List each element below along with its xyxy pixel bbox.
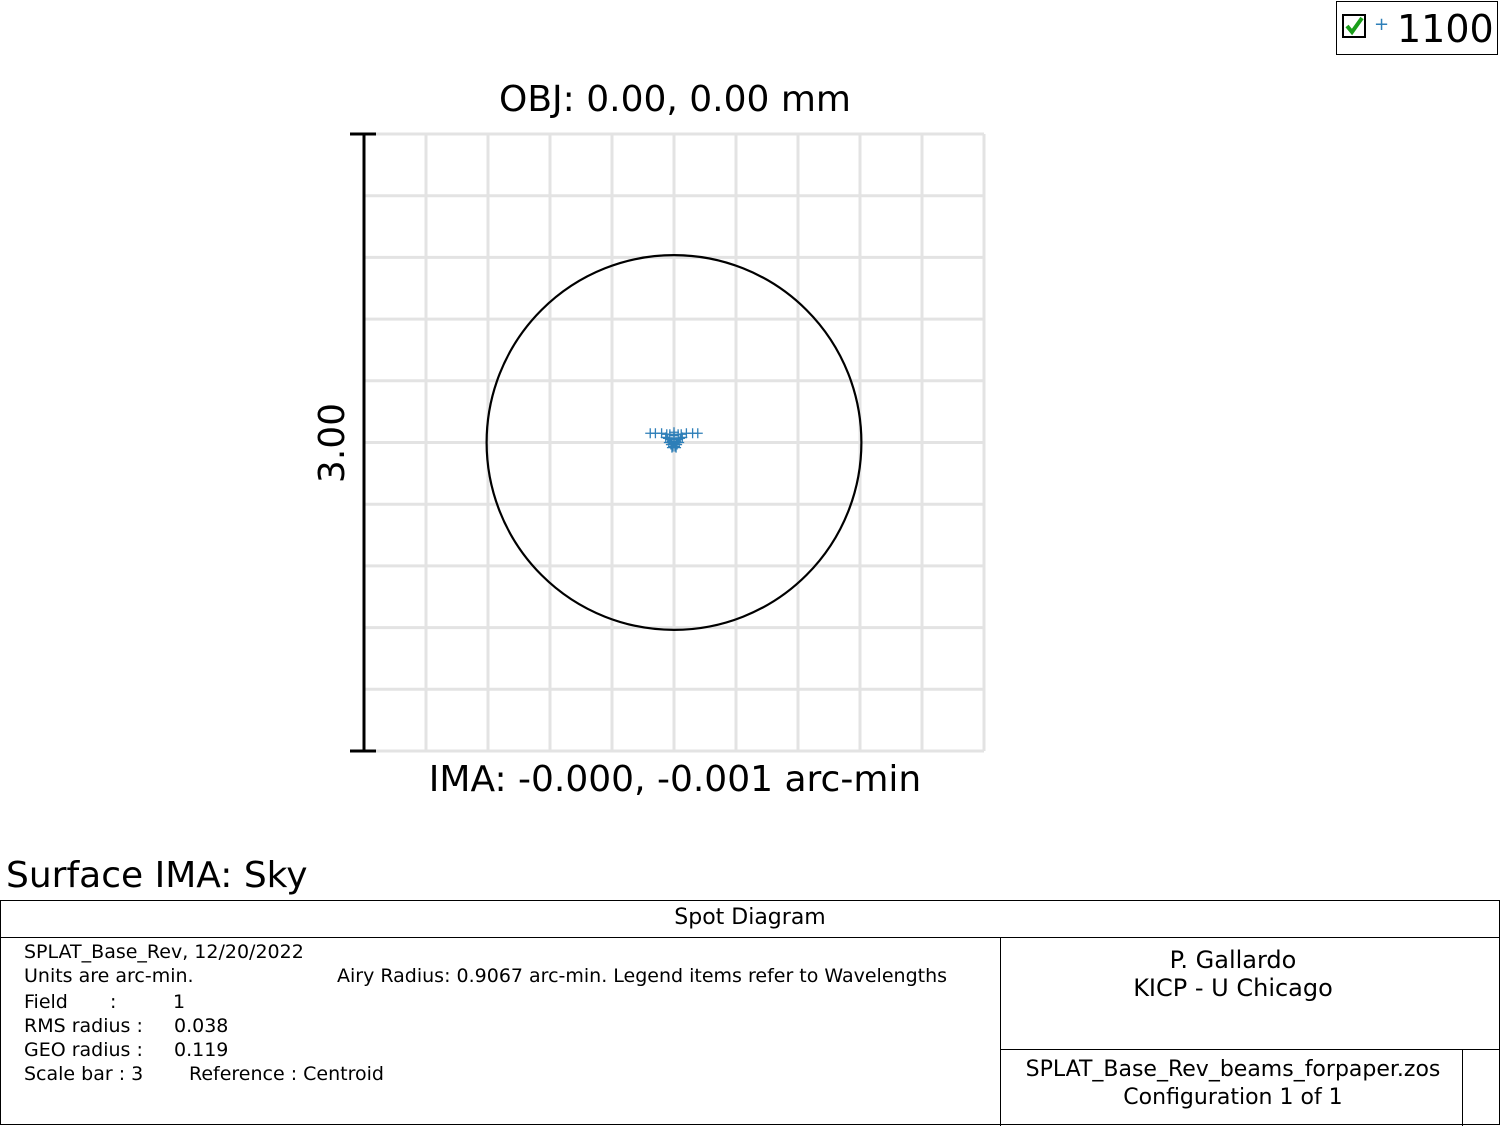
divider xyxy=(1000,938,1001,1126)
legend-checkbox[interactable] xyxy=(1342,14,1366,38)
spot-point xyxy=(661,429,672,440)
spot-point xyxy=(662,433,673,444)
author-text: P. Gallardo xyxy=(1169,946,1297,974)
scale-bar-label: 3.00 xyxy=(312,402,353,484)
divider xyxy=(1462,1049,1463,1126)
info-title: Spot Diagram xyxy=(1,901,1499,938)
spot-point xyxy=(675,433,686,444)
spot-point xyxy=(666,442,677,453)
field-label: Field xyxy=(24,991,68,1013)
rms-radius-label: RMS radius : xyxy=(24,1015,143,1037)
field-separator: : xyxy=(110,991,117,1013)
spot-point xyxy=(645,428,656,439)
spot-point xyxy=(692,428,703,439)
filename-text: SPLAT_Base_Rev_beams_forpaper.zos xyxy=(1025,1057,1441,1082)
affiliation-text: KICP - U Chicago xyxy=(1133,974,1333,1002)
object-position-title: OBJ: 0.00, 0.00 mm xyxy=(498,79,852,120)
legend: + 1100 xyxy=(1336,1,1498,55)
geo-radius-label: GEO radius : xyxy=(24,1039,143,1061)
spot-point xyxy=(669,430,679,441)
field-value: 1 xyxy=(173,991,186,1013)
configuration-text: Configuration 1 of 1 xyxy=(1123,1085,1343,1110)
checkmark-icon xyxy=(1345,16,1364,36)
spot-point xyxy=(663,437,674,448)
divider xyxy=(1001,1049,1500,1050)
surface-label: Surface IMA: Sky xyxy=(6,855,308,896)
file-line: SPLAT_Base_Rev, 12/20/2022 xyxy=(24,941,304,963)
units-text: Units are arc-min. xyxy=(24,965,194,987)
legend-label: 1100 xyxy=(1397,7,1494,51)
geo-radius-value: 0.119 xyxy=(174,1039,229,1061)
spot-diagram-plot xyxy=(350,132,986,753)
spot-point xyxy=(676,429,687,440)
rms-radius-value: 0.038 xyxy=(174,1015,229,1037)
reference-text: Reference : Centroid xyxy=(189,1063,384,1085)
spot-point xyxy=(674,437,685,448)
info-panel: Spot Diagram SPLAT_Base_Rev, 12/20/2022 … xyxy=(0,900,1500,1126)
scale-bar-text: Scale bar : 3 xyxy=(24,1063,144,1085)
image-position-label: IMA: -0.000, -0.001 arc-min xyxy=(428,759,922,800)
airy-disk-circle xyxy=(485,254,863,631)
legend-marker-icon: + xyxy=(1374,14,1390,35)
airy-radius-text: Airy Radius: 0.9067 arc-min. Legend item… xyxy=(337,965,948,987)
